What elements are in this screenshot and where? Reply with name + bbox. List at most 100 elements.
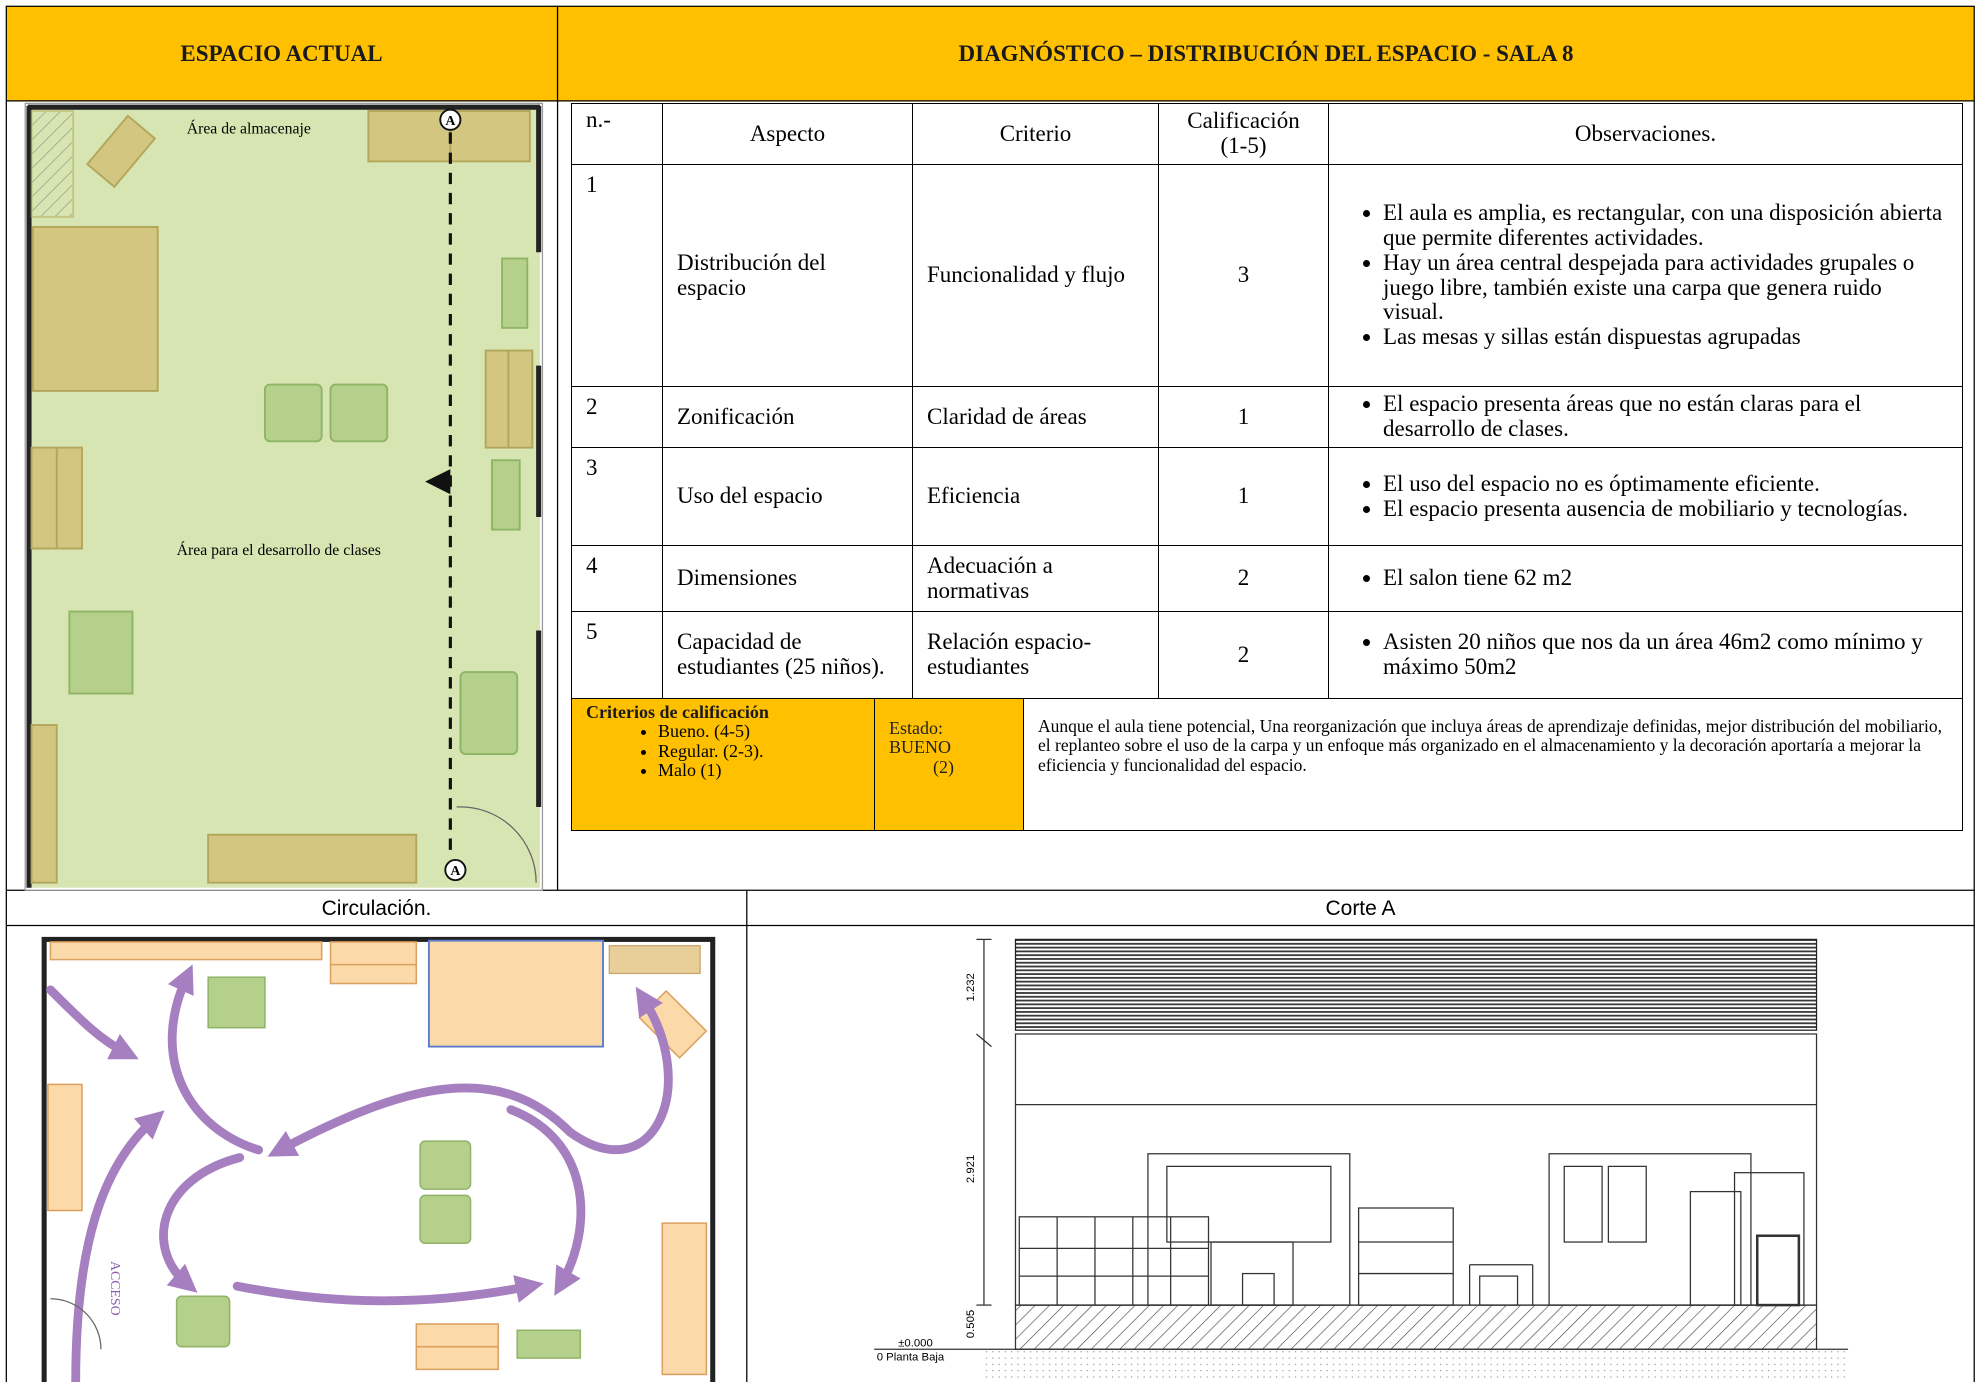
section-drawing-shape — [983, 939, 1818, 1307]
circulation-plan-shape-shape — [49, 941, 323, 961]
section-marker: A — [450, 864, 460, 879]
floor-plan-shape-shape — [329, 383, 389, 443]
aspect: Capacidad de estudiantes (25 niños). — [662, 611, 913, 699]
circulation-plan-shape-shape — [71, 1110, 165, 1382]
circulation-plan-shape-shape — [232, 1275, 544, 1306]
floor-plan-shape — [68, 257, 529, 755]
bullet-list: El salon tiene 62 m2 — [1343, 565, 1948, 591]
section-drawing-shape — [983, 1349, 1849, 1379]
section-title: Corte A — [1325, 897, 1396, 920]
circulation-plan-shape-shape — [506, 1105, 586, 1296]
floor-plan-shape-shape — [491, 459, 521, 531]
status-score: (2) — [933, 756, 954, 777]
circulation-plan-shape-shape — [267, 986, 673, 1157]
floor-plan-shape-shape — [68, 610, 134, 695]
circulation-plan-shape-shape — [175, 1295, 231, 1348]
floor-plan-shape — [26, 104, 542, 888]
floor-plan-shape — [27, 105, 540, 888]
access-label: ACCESO — [107, 1261, 122, 1316]
floor-plan-shape-shape — [444, 859, 467, 882]
bullet-list: El espacio presenta áreas que no están c… — [1343, 391, 1948, 442]
aspect: Zonificación — [662, 386, 913, 448]
row-number: 2 — [571, 386, 663, 448]
header-title: DIAGNÓSTICO – DISTRIBUCIÓN DEL ESPACIO -… — [958, 40, 1574, 66]
diagnosis-table: n.- Aspecto Criterio Calificación (1-5) … — [571, 103, 1963, 699]
level-label: ±0.000 — [898, 1338, 933, 1350]
observation: Hay un área central despejada para activ… — [1383, 250, 1948, 325]
observation: Asisten 20 niños que nos da un área 46m2… — [1383, 629, 1948, 680]
circulation-plan-shape-shape — [661, 1222, 708, 1376]
section-drawing-shape-shape — [975, 1033, 992, 1048]
observations: El uso del espacio no es óptimamente efi… — [1328, 447, 1963, 546]
table-row: 3 Uso del espacio Eficiencia 1 El uso de… — [571, 447, 1963, 546]
status: Estado: BUENO (2) — [874, 698, 1024, 831]
circulation-plan-shape-shape — [159, 1153, 245, 1293]
circulation-plan-shape — [41, 936, 716, 1382]
score: 1 — [1158, 386, 1329, 448]
observations: El espacio presenta áreas que no están c… — [1328, 386, 1963, 448]
table-part: Criterios de calificación Bueno. (4-5) R… — [571, 698, 1963, 831]
section-drawing-shape-shape — [1563, 1165, 1603, 1243]
frame — [5, 5, 1975, 1382]
row-number: 3 — [571, 447, 663, 546]
section-drawing-shape — [975, 938, 992, 1306]
bullet-list: El aula es amplia, es rectangular, con u… — [1343, 200, 1948, 350]
criteria-item: Bueno. (4-5) — [658, 721, 860, 741]
observations: El salon tiene 62 m2 — [1328, 545, 1963, 612]
observations: Asisten 20 niños que nos da un área 46m2… — [1328, 611, 1963, 699]
floor-plan-shape — [439, 108, 467, 882]
observation: El aula es amplia, es rectangular, con u… — [1383, 200, 1948, 251]
area-label: Área de almacenaje — [187, 119, 311, 138]
floor-plan-shape-shape — [30, 110, 75, 218]
floor-plan-shape-shape — [263, 383, 323, 443]
floor-plan-shape — [30, 110, 534, 884]
circulation-plan-shape-shape — [167, 964, 264, 1155]
floor-plan-shape-shape — [207, 833, 418, 884]
table-row: 1 Distribución del espacio Funcionalidad… — [571, 164, 1963, 387]
section-drawing-shape — [1014, 1304, 1818, 1350]
circulation-plan-shape-shape — [207, 976, 266, 1029]
column-header: Aspecto — [662, 103, 913, 165]
level-name: 0 Planta Baja — [877, 1352, 945, 1364]
column-header: Criterio — [912, 103, 1159, 165]
observation: El espacio presenta ausencia de mobiliar… — [1383, 496, 1948, 522]
circulation-title: Circulación. — [321, 897, 432, 920]
criteria-title: Criterios de calificación — [586, 702, 769, 722]
score: 3 — [1158, 164, 1329, 387]
row-number: 5 — [571, 611, 663, 699]
score: 2 — [1158, 545, 1329, 612]
score: 2 — [1158, 611, 1329, 699]
observation: El salon tiene 62 m2 — [1383, 565, 1948, 591]
floor-plan-shape-shape — [459, 671, 519, 755]
column-header: Calificación (1-5) — [1158, 103, 1329, 165]
criterion: Adecuación a normativas — [912, 545, 1159, 612]
status-label: Estado: — [889, 718, 943, 738]
conclusion: Aunque el aula tiene potencial, Una reor… — [1023, 698, 1963, 831]
circulation-plan: ACCESO — [41, 936, 716, 1382]
criterion: Relación espacio-estudiantes — [912, 611, 1159, 699]
rating-footer: Criterios de calificación Bueno. (4-5) R… — [571, 698, 1963, 831]
row-number: 1 — [571, 164, 663, 387]
frame-shape — [5, 5, 559, 102]
circulation-plan-shape-shape — [46, 985, 139, 1060]
observation: El espacio presenta áreas que no están c… — [1383, 391, 1948, 442]
circulation-plan-shape — [50, 1298, 102, 1350]
section-drawing-shape — [1014, 938, 1818, 1031]
column-header: n.- — [571, 103, 663, 165]
row-number: 4 — [571, 545, 663, 612]
criterion: Funcionalidad y flujo — [912, 164, 1159, 387]
floor-plan-shape — [425, 469, 451, 495]
criterion: Claridad de áreas — [912, 386, 1159, 448]
dimension-label: 0.505 — [965, 1310, 977, 1338]
criteria-item: Malo (1) — [658, 760, 860, 780]
score: 1 — [1158, 447, 1329, 546]
table-row: 4 Dimensiones Adecuación a normativas 2 … — [571, 545, 1963, 612]
header-row: n.- Aspecto Criterio Calificación (1-5) … — [571, 103, 1963, 165]
aspect: Distribución del espacio — [662, 164, 913, 387]
status-value: BUENO — [889, 737, 951, 758]
bullet-list: El uso del espacio no es óptimamente efi… — [1343, 471, 1948, 522]
floor-plan-shape-shape — [30, 724, 58, 884]
circulation-plan-shape — [427, 939, 604, 1048]
